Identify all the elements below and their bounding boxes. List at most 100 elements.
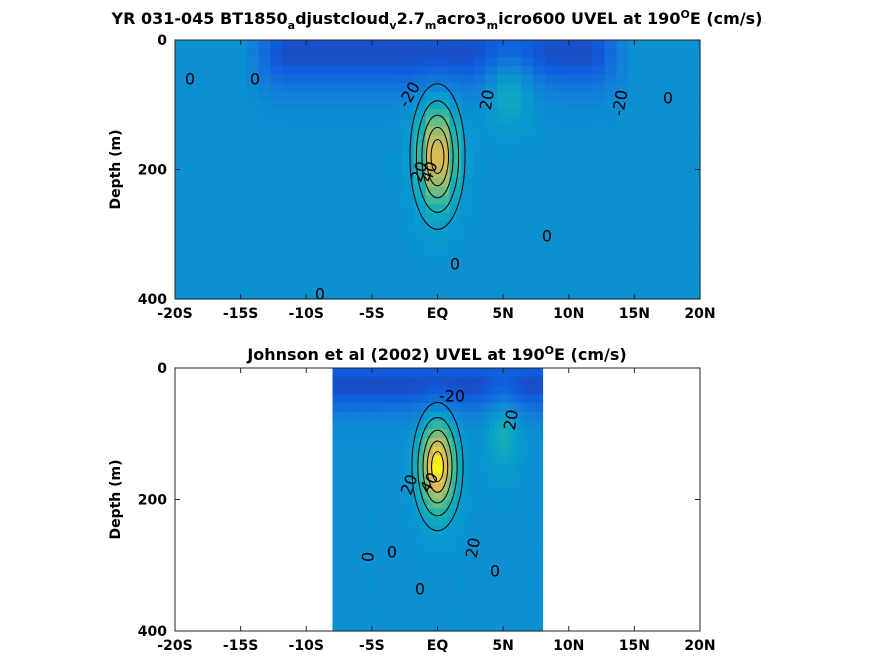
heatmap-cell [604, 143, 618, 153]
heatmap-cell [351, 464, 357, 474]
heatmap-cell [518, 534, 525, 544]
heatmap-cell [413, 455, 420, 466]
heatmap-cell [380, 376, 386, 387]
heatmap-cell [568, 152, 582, 162]
heatmap-cell [332, 446, 338, 457]
heatmap-cell [198, 247, 212, 257]
heatmap-cell [592, 212, 606, 222]
heatmap-cell [385, 420, 391, 430]
heatmap-cell [544, 117, 558, 127]
heatmap-cell [370, 613, 377, 623]
heatmap-cell [425, 255, 439, 266]
heatmap-cell [509, 595, 515, 606]
heatmap-cell [408, 429, 415, 439]
heatmap-cell [556, 48, 570, 58]
heatmap-cell [604, 160, 618, 171]
heatmap-cell [688, 212, 701, 222]
heatmap-cell [413, 143, 427, 153]
heatmap-cell [404, 376, 410, 387]
heatmap-cell [447, 525, 453, 536]
heatmap-cell [389, 587, 396, 597]
heatmap-cell [342, 403, 348, 413]
heatmap-cell [353, 255, 367, 266]
heatmap-cell [480, 490, 486, 501]
heatmap-cell [499, 429, 505, 439]
heatmap-cell [353, 229, 367, 240]
heatmap-cell [408, 587, 415, 597]
heatmap-cell [473, 238, 486, 248]
heatmap-cell [389, 376, 396, 387]
heatmap-cell [580, 290, 594, 300]
heatmap-cell [385, 490, 391, 501]
heatmap-cell [282, 247, 295, 257]
heatmap-cell [353, 48, 367, 58]
heatmap-cell [365, 403, 372, 413]
heatmap-cell [461, 255, 474, 266]
heatmap-cell [337, 595, 343, 606]
heatmap-cell [640, 212, 653, 222]
heatmap-cell [413, 178, 427, 188]
heatmap-cell [294, 255, 307, 266]
heatmap-cell [451, 552, 458, 562]
heatmap-cell [490, 429, 496, 439]
heatmap-cell [413, 83, 427, 93]
heatmap-cell [423, 517, 429, 527]
heatmap-cell [485, 229, 498, 240]
heatmap-cell [509, 429, 515, 439]
heatmap-cell [427, 376, 434, 387]
heatmap-cell [537, 569, 544, 579]
heatmap-cell [688, 290, 701, 300]
heatmap-cell [186, 109, 200, 119]
heatmap-cell [461, 160, 474, 171]
heatmap-cell [580, 134, 594, 145]
heatmap-cell [523, 543, 529, 553]
heatmap-cell [394, 438, 400, 448]
heatmap-cell [592, 48, 606, 58]
heatmap-cell [222, 169, 236, 179]
heatmap-cell [361, 464, 367, 474]
heatmap-cell [490, 481, 496, 492]
heatmap-cell [499, 569, 505, 579]
contour-line [426, 440, 449, 493]
heatmap-cell [616, 204, 630, 214]
heatmap-cell [485, 403, 491, 413]
heatmap-cell [342, 578, 348, 588]
heatmap-cell [389, 473, 396, 483]
heatmap-cell [537, 604, 544, 615]
heatmap-cell [210, 126, 224, 136]
heatmap-cell [186, 212, 200, 222]
heatmap-cell [361, 534, 367, 544]
heatmap-cell [532, 109, 546, 119]
heatmap-cell [332, 473, 338, 483]
heatmap-cell [532, 508, 539, 518]
heatmap-cell [499, 438, 505, 448]
heatmap-cell [537, 473, 544, 483]
heatmap-cell [532, 481, 539, 492]
heatmap-cell [449, 221, 462, 231]
heatmap-cell [427, 490, 434, 501]
heatmap-cell [222, 290, 236, 300]
heatmap-cell [437, 91, 451, 102]
heatmap-cell [318, 178, 331, 188]
heatmap-cell [466, 490, 472, 501]
heatmap-cell [456, 613, 462, 623]
heatmap-cell [234, 247, 248, 257]
heatmap-cell [294, 83, 307, 93]
heatmap-cell [592, 109, 606, 119]
heatmap-cell [361, 429, 367, 439]
heatmap-cell [270, 247, 283, 257]
heatmap-cell [394, 473, 400, 483]
heatmap-cell [640, 126, 653, 136]
heatmap-cell [449, 212, 462, 222]
contour-line [422, 429, 453, 504]
heatmap-cell [246, 83, 260, 93]
heatmap-cell [370, 622, 377, 632]
heatmap-cell [332, 368, 338, 378]
heatmap-cell [385, 569, 391, 579]
heatmap-cell [485, 499, 491, 509]
contour-line [431, 451, 444, 483]
heatmap-cell [306, 134, 319, 145]
heatmap-cell [499, 534, 505, 544]
heatmap-cell [389, 411, 396, 422]
heatmap-cell [494, 403, 501, 413]
